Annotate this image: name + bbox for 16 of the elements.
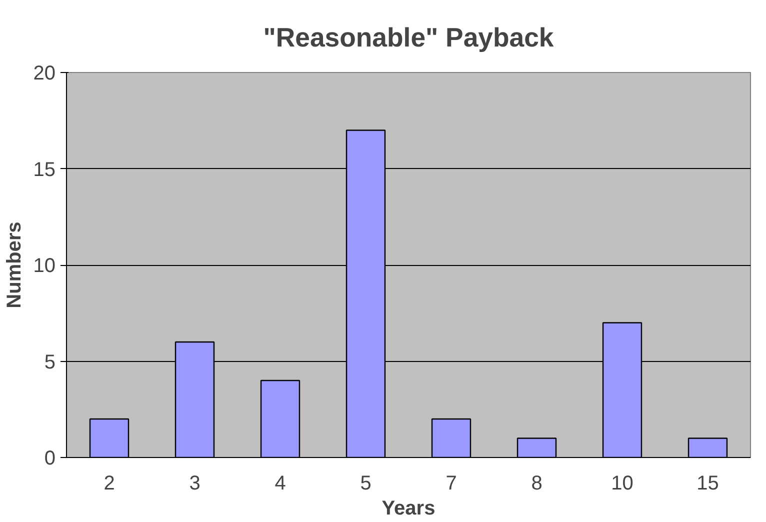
x-tick-label: 10: [611, 472, 634, 494]
chart-title: "Reasonable" Payback: [263, 22, 554, 52]
y-tick-label: 10: [33, 255, 56, 277]
y-tick-label: 15: [33, 158, 56, 181]
x-tick-label: 8: [531, 472, 542, 494]
x-tick-label: 2: [104, 472, 115, 494]
x-tick-label: 5: [360, 472, 372, 494]
y-tick-label: 20: [33, 62, 56, 84]
x-tick-label: 15: [696, 472, 719, 494]
y-tick-label: 5: [44, 351, 56, 374]
x-tick-label: 3: [189, 472, 200, 494]
y-axis-title: Numbers: [3, 222, 26, 308]
x-axis-title: Years: [382, 498, 436, 520]
x-tick-label: 4: [274, 472, 286, 494]
y-tick-label: 0: [44, 448, 56, 470]
x-tick-label: 7: [446, 472, 457, 494]
